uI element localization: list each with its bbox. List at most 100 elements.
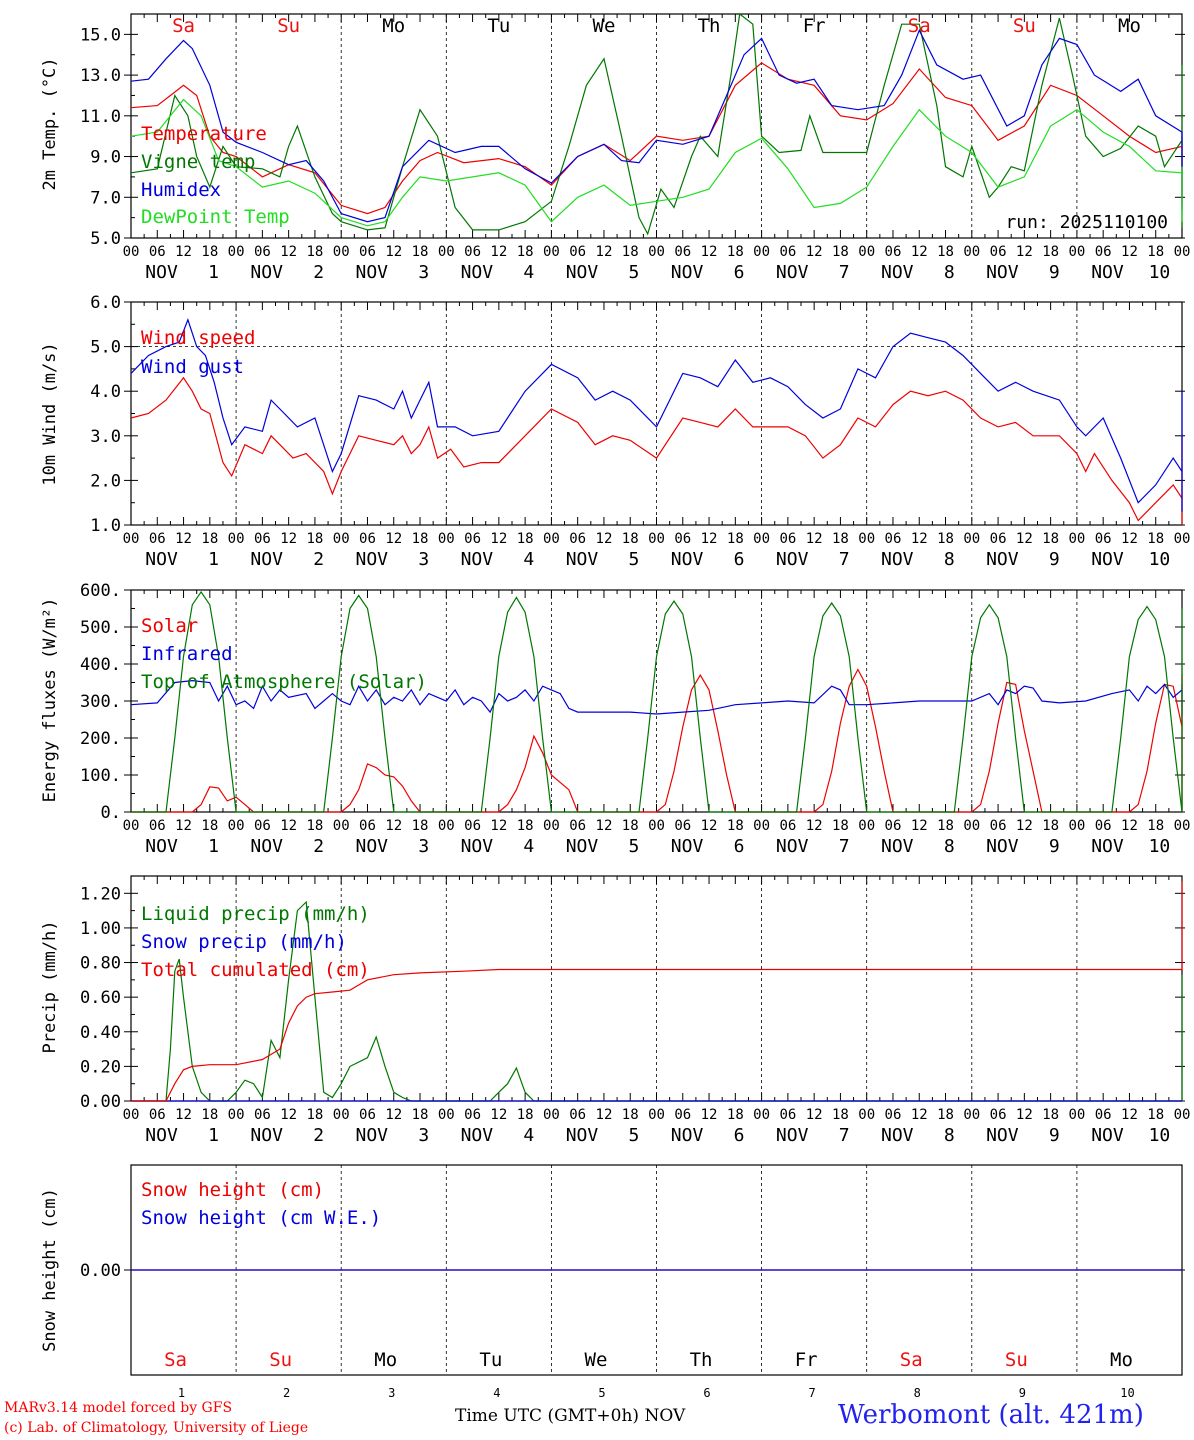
month-label: NOV xyxy=(1091,262,1124,283)
y-tick-label: 400. xyxy=(80,655,121,675)
month-label: NOV xyxy=(461,262,494,283)
date-label: 5 xyxy=(629,1125,640,1146)
hour-label: 00 xyxy=(1068,1107,1085,1123)
hour-label: 12 xyxy=(701,244,718,260)
hour-label: 06 xyxy=(464,531,481,547)
series-line-top-of-atmosphere-solar xyxy=(131,590,1183,813)
month-label: NOV xyxy=(145,262,178,283)
date-label: 2 xyxy=(313,262,324,283)
y-tick-label: 0.20 xyxy=(80,1057,121,1077)
date-label: 1 xyxy=(208,549,219,570)
date-label: 6 xyxy=(734,836,745,857)
hour-label: 18 xyxy=(727,818,744,834)
hour-label: 18 xyxy=(1042,531,1059,547)
hour-label: 18 xyxy=(412,1107,429,1123)
weekday-label-top: Su xyxy=(277,15,300,37)
hour-label: 18 xyxy=(306,531,323,547)
hour-label: 18 xyxy=(201,244,218,260)
weekday-label-bottom: Su xyxy=(1005,1349,1028,1371)
hour-label: 00 xyxy=(228,1107,245,1123)
weekday-label-bottom: Mo xyxy=(374,1349,397,1371)
hour-label: 06 xyxy=(990,818,1007,834)
date-label: 10 xyxy=(1149,836,1171,857)
legend-entry: Humidex xyxy=(141,179,221,201)
date-label: 10 xyxy=(1149,262,1171,283)
y-tick-label: 0.00 xyxy=(80,1261,121,1281)
hour-label: 12 xyxy=(596,1107,613,1123)
hour-label: 18 xyxy=(201,818,218,834)
hour-label: 18 xyxy=(306,818,323,834)
month-label: NOV xyxy=(461,836,494,857)
hour-label: 18 xyxy=(517,818,534,834)
hour-label: 00 xyxy=(648,818,665,834)
panel-1: 5.07.09.011.013.015.02m Temp. (°C)00 06 12… xyxy=(40,12,1190,283)
hour-label: 18 xyxy=(727,1107,744,1123)
hour-label: 12 xyxy=(596,531,613,547)
month-label: NOV xyxy=(1091,549,1124,570)
hour-label: 06 xyxy=(464,818,481,834)
month-label: NOV xyxy=(145,1125,178,1146)
hour-label: 06 xyxy=(885,244,902,260)
hour-label: 00 xyxy=(1068,818,1085,834)
month-label: NOV xyxy=(881,1125,914,1146)
month-label: NOV xyxy=(881,262,914,283)
hour-label: 12 xyxy=(280,818,297,834)
month-label: NOV xyxy=(145,549,178,570)
hour-label: 12 xyxy=(1016,531,1033,547)
weekday-label-top: Tu xyxy=(487,15,510,37)
legend-entry: Wind speed xyxy=(141,327,255,349)
month-label: NOV xyxy=(145,836,178,857)
hour-label: 18 xyxy=(412,818,429,834)
hour-label: 12 xyxy=(911,244,928,260)
date-label: 10 xyxy=(1149,1125,1171,1146)
legend-entry: Liquid precip (mm/h) xyxy=(141,903,370,925)
hour-label: 00 xyxy=(858,1107,875,1123)
date-label: 7 xyxy=(839,549,850,570)
hour-label: 12 xyxy=(490,531,507,547)
hour-label: 12 xyxy=(490,1107,507,1123)
y-axis-label: 2m Temp. (°C) xyxy=(40,57,60,190)
series-line-wind-gust xyxy=(130,318,1183,512)
date-label: 8 xyxy=(944,262,955,283)
date-label: 5 xyxy=(629,836,640,857)
hour-label: 00 xyxy=(438,1107,455,1123)
hour-label: 18 xyxy=(306,1107,323,1123)
hour-label: 12 xyxy=(701,531,718,547)
hour-label: 18 xyxy=(832,244,849,260)
hour-label: 18 xyxy=(622,531,639,547)
date-label: 2 xyxy=(313,1125,324,1146)
panel-3: 0. 100. 200. 300. 400. 500. 600. Energy fluxes … xyxy=(40,581,1190,857)
month-label: NOV xyxy=(671,836,704,857)
y-tick-label: 200. xyxy=(80,729,121,749)
month-label: NOV xyxy=(461,549,494,570)
hour-label: 06 xyxy=(1095,818,1112,834)
month-label: NOV xyxy=(1091,836,1124,857)
hour-label: 00 xyxy=(543,244,560,260)
hour-label: 18 xyxy=(1147,818,1164,834)
date-label: 1 xyxy=(208,1125,219,1146)
hour-label: 00 xyxy=(543,1107,560,1123)
date-label-bottom: 9 xyxy=(1019,1386,1026,1400)
y-tick-label: 5.0 xyxy=(90,338,121,358)
hour-label: 12 xyxy=(596,244,613,260)
y-tick-label: 1.20 xyxy=(80,884,121,904)
hour-label: 12 xyxy=(1016,1107,1033,1123)
weekday-label-bottom: We xyxy=(585,1349,608,1371)
month-label: NOV xyxy=(566,262,599,283)
y-tick-label: 7.0 xyxy=(90,188,121,208)
hour-label: 06 xyxy=(1095,531,1112,547)
hour-label: 00 xyxy=(123,1107,140,1123)
hour-label: 00 xyxy=(228,818,245,834)
hour-label: 06 xyxy=(464,1107,481,1123)
date-label-bottom: 8 xyxy=(914,1386,921,1400)
x-axis-title-text: Time UTC (GMT+0h) xyxy=(455,1406,640,1426)
y-tick-label: 3.0 xyxy=(90,427,121,447)
hour-label: 06 xyxy=(1095,244,1112,260)
hour-label: 18 xyxy=(622,1107,639,1123)
hour-label: 06 xyxy=(990,531,1007,547)
hour-label: 12 xyxy=(806,244,823,260)
date-label-bottom: 7 xyxy=(809,1386,816,1400)
hour-label: 06 xyxy=(674,531,691,547)
hour-label: 12 xyxy=(490,244,507,260)
hour-label: 12 xyxy=(175,531,192,547)
